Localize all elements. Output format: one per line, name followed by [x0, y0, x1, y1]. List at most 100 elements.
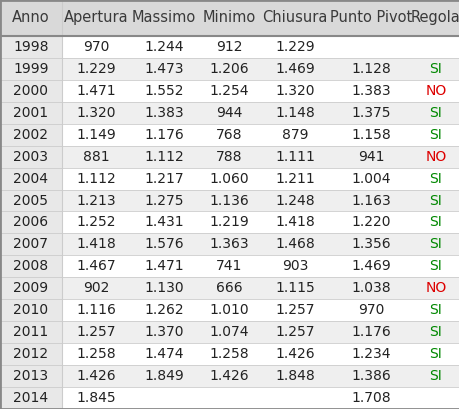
Text: 1.849: 1.849: [144, 369, 184, 383]
Text: 1.112: 1.112: [144, 150, 184, 164]
Bar: [0, 299, 62, 321]
Text: 666: 666: [215, 281, 242, 295]
Text: SI: SI: [429, 62, 442, 76]
Text: 1.473: 1.473: [144, 62, 183, 76]
Bar: [0, 387, 62, 409]
Text: NO: NO: [425, 150, 446, 164]
Text: 1.163: 1.163: [350, 193, 390, 207]
Text: 941: 941: [357, 150, 383, 164]
Bar: [62, 321, 459, 343]
Bar: [62, 299, 459, 321]
Bar: [62, 102, 459, 124]
Text: 1.418: 1.418: [274, 216, 314, 229]
Bar: [0, 211, 62, 234]
Text: 1.176: 1.176: [350, 325, 390, 339]
Text: 1.426: 1.426: [209, 369, 248, 383]
Text: 2009: 2009: [13, 281, 49, 295]
Bar: [62, 124, 459, 146]
Bar: [62, 58, 459, 80]
Text: SI: SI: [429, 171, 442, 186]
Text: SI: SI: [429, 128, 442, 142]
Text: 1.115: 1.115: [274, 281, 314, 295]
Text: 1.469: 1.469: [274, 62, 314, 76]
Text: 1.257: 1.257: [76, 325, 116, 339]
Text: 1.220: 1.220: [351, 216, 390, 229]
Text: 768: 768: [215, 128, 242, 142]
Text: 1.257: 1.257: [274, 325, 314, 339]
Text: Punto Pivot: Punto Pivot: [329, 11, 411, 25]
Bar: [0, 321, 62, 343]
Text: SI: SI: [429, 303, 442, 317]
Bar: [62, 80, 459, 102]
Text: 903: 903: [281, 259, 308, 273]
Bar: [62, 189, 459, 211]
Text: 970: 970: [357, 303, 383, 317]
Text: 944: 944: [215, 106, 241, 120]
Text: 1.383: 1.383: [144, 106, 184, 120]
Text: SI: SI: [429, 106, 442, 120]
Text: 1.258: 1.258: [209, 347, 248, 361]
Text: 1.116: 1.116: [76, 303, 116, 317]
Text: 2013: 2013: [13, 369, 49, 383]
Text: 1.262: 1.262: [144, 303, 184, 317]
Text: 1.383: 1.383: [350, 84, 390, 98]
Text: 2004: 2004: [13, 171, 48, 186]
Text: NO: NO: [425, 84, 446, 98]
Text: 2010: 2010: [13, 303, 49, 317]
Text: 1.845: 1.845: [76, 391, 116, 405]
Text: 1.426: 1.426: [76, 369, 116, 383]
Text: Chiusura: Chiusura: [262, 11, 327, 25]
Text: 881: 881: [83, 150, 109, 164]
Bar: [62, 365, 459, 387]
Text: 2011: 2011: [13, 325, 49, 339]
Text: Apertura: Apertura: [63, 11, 128, 25]
Text: 1.848: 1.848: [274, 369, 314, 383]
Text: 1.356: 1.356: [350, 237, 390, 252]
Text: 1.254: 1.254: [209, 84, 248, 98]
Text: 1.217: 1.217: [144, 171, 184, 186]
Text: SI: SI: [429, 216, 442, 229]
Text: NO: NO: [425, 281, 446, 295]
Text: Regola: Regola: [410, 11, 459, 25]
Text: SI: SI: [429, 193, 442, 207]
Text: 2000: 2000: [13, 84, 48, 98]
Bar: [0, 36, 62, 58]
Text: Anno: Anno: [12, 11, 50, 25]
Text: 1.130: 1.130: [144, 281, 184, 295]
Text: 1.576: 1.576: [144, 237, 184, 252]
Text: 1.468: 1.468: [274, 237, 314, 252]
Text: 1.010: 1.010: [209, 303, 248, 317]
Text: 1.471: 1.471: [144, 259, 184, 273]
Text: 1.244: 1.244: [144, 40, 183, 54]
Bar: [62, 387, 459, 409]
Text: 1.386: 1.386: [350, 369, 390, 383]
Bar: [62, 146, 459, 168]
Text: 2002: 2002: [13, 128, 48, 142]
Bar: [0, 58, 62, 80]
Text: 1.552: 1.552: [144, 84, 183, 98]
Text: 2003: 2003: [13, 150, 48, 164]
Bar: [0, 343, 62, 365]
Bar: [62, 211, 459, 234]
Text: Massimo: Massimo: [132, 11, 196, 25]
Text: 1.128: 1.128: [350, 62, 390, 76]
Text: 1.229: 1.229: [76, 62, 116, 76]
Text: 1.370: 1.370: [144, 325, 183, 339]
Text: 1.275: 1.275: [144, 193, 183, 207]
Bar: [0, 365, 62, 387]
Text: 1.467: 1.467: [76, 259, 116, 273]
Bar: [0, 0, 459, 36]
Bar: [62, 277, 459, 299]
Text: 1.257: 1.257: [274, 303, 314, 317]
Text: 1.474: 1.474: [144, 347, 183, 361]
Text: 1.158: 1.158: [350, 128, 390, 142]
Bar: [62, 168, 459, 189]
Text: SI: SI: [429, 325, 442, 339]
Bar: [62, 255, 459, 277]
Bar: [0, 80, 62, 102]
Bar: [62, 36, 459, 58]
Text: 1.363: 1.363: [209, 237, 248, 252]
Text: 1.112: 1.112: [76, 171, 116, 186]
Text: 1.320: 1.320: [76, 106, 116, 120]
Text: 1.213: 1.213: [76, 193, 116, 207]
